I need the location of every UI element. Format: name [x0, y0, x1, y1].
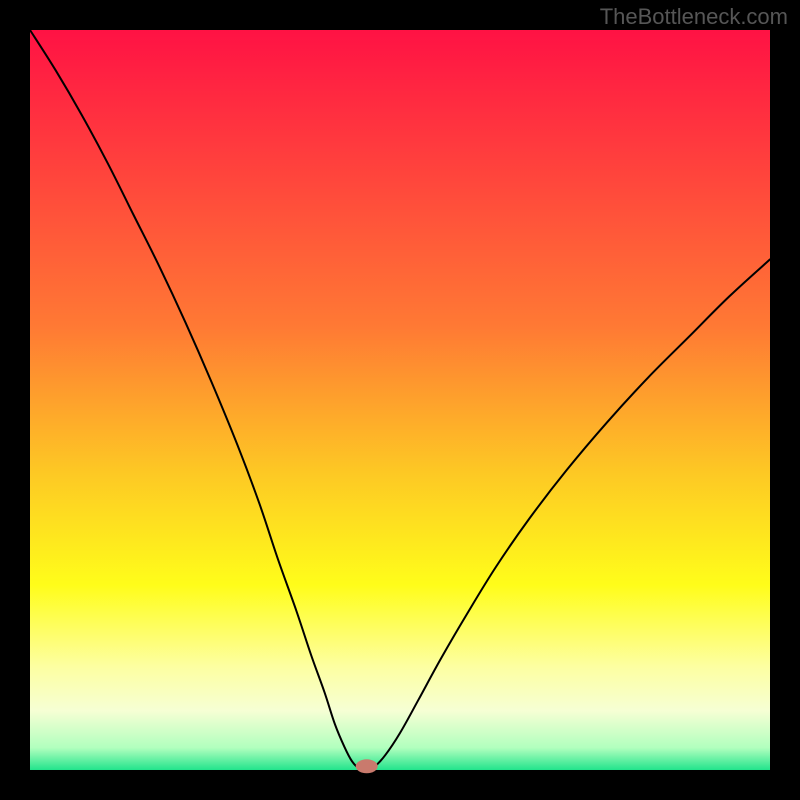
- chart-background-gradient: [30, 30, 770, 770]
- optimum-marker: [356, 759, 378, 773]
- watermark-text: TheBottleneck.com: [600, 4, 788, 30]
- bottleneck-chart: [0, 0, 800, 800]
